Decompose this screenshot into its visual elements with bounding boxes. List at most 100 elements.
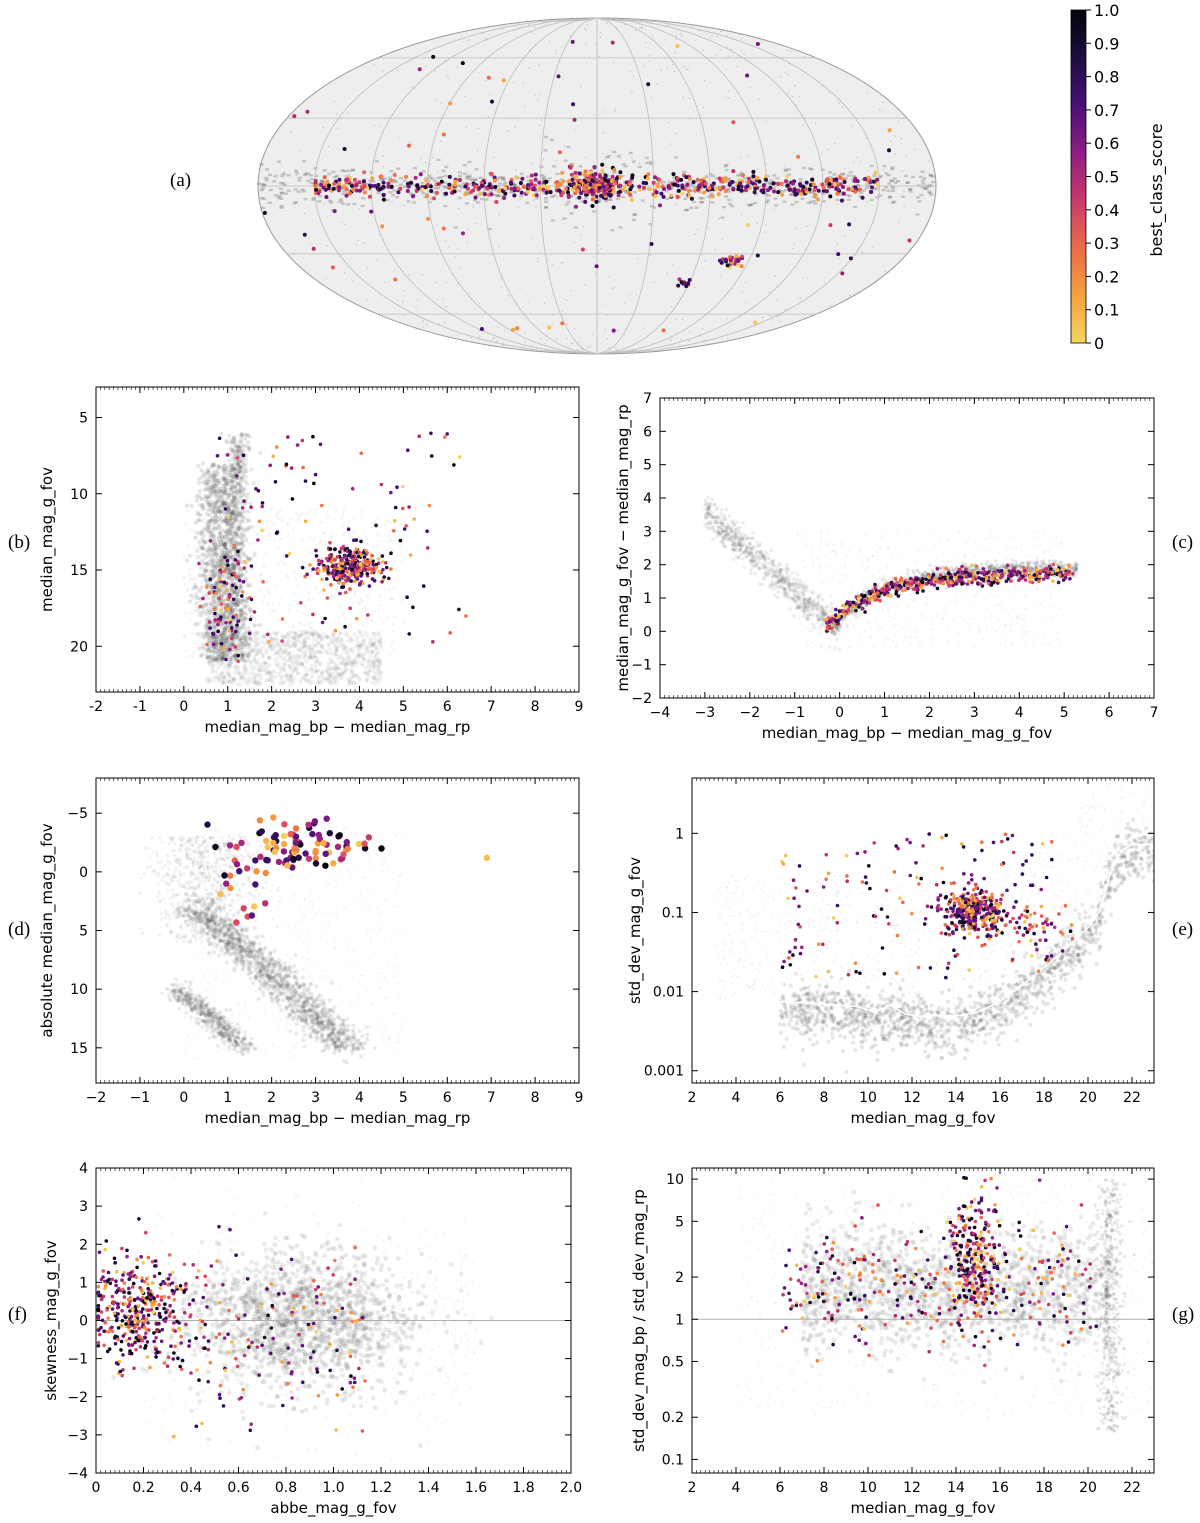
data-point: [952, 1298, 957, 1303]
x-tick-label: 22: [1123, 1090, 1141, 1106]
data-point: [1032, 1302, 1037, 1306]
x-tick-label: -1: [133, 699, 147, 715]
data-point: [236, 619, 240, 623]
sky-point: [686, 281, 691, 286]
data-point: [938, 893, 943, 897]
y-tick-label: 10: [666, 1172, 684, 1188]
sky-point: [589, 188, 594, 193]
data-point: [411, 605, 415, 610]
data-point: [331, 568, 336, 573]
data-point: [114, 1290, 119, 1295]
data-point: [857, 1324, 862, 1328]
sky-point: [568, 165, 573, 170]
sky-point: [599, 178, 604, 183]
data-point: [791, 953, 795, 957]
data-point: [269, 1282, 274, 1286]
data-point: [920, 580, 925, 585]
data-point: [893, 1258, 897, 1263]
sky-point: [409, 180, 413, 185]
sky-point: [801, 184, 806, 189]
data-point: [162, 1294, 167, 1299]
data-point: [885, 915, 890, 919]
data-point: [997, 1261, 1001, 1266]
data-point: [245, 1277, 250, 1281]
data-point: [948, 1220, 953, 1225]
data-point: [895, 933, 900, 938]
data-point: [999, 862, 1004, 867]
sky-point: [772, 189, 777, 194]
data-point: [110, 1277, 115, 1282]
data-point: [984, 1261, 989, 1266]
colorbar-tick-label: 0.6: [1094, 134, 1119, 153]
data-point: [837, 1302, 841, 1307]
data-point: [983, 1292, 988, 1297]
data-point: [142, 1320, 147, 1324]
sky-point: [336, 188, 341, 193]
data-point: [360, 1429, 365, 1433]
data-point: [1038, 1306, 1042, 1311]
data-point: [313, 1287, 318, 1292]
x-tick-label: 12: [903, 1090, 921, 1106]
data-point: [297, 1332, 302, 1337]
x-tick-label: 16: [991, 1090, 1009, 1106]
sky-point: [612, 167, 617, 172]
data-point: [973, 904, 978, 909]
x-tick-label: 6: [443, 699, 452, 715]
sky-point: [337, 185, 342, 190]
data-point: [863, 610, 867, 614]
data-point: [1030, 576, 1035, 580]
sky-point: [738, 181, 743, 186]
data-point: [944, 932, 948, 936]
data-point: [103, 1284, 108, 1288]
data-point: [814, 1250, 818, 1255]
data-point: [895, 1273, 899, 1278]
data-point: [407, 632, 412, 636]
data-point: [243, 865, 251, 872]
data-point: [989, 899, 993, 903]
data-point: [914, 577, 919, 582]
data-point: [1049, 1270, 1053, 1275]
sky-point: [327, 183, 332, 188]
data-point: [167, 1314, 172, 1318]
sky-point: [779, 181, 784, 186]
sky-point: [570, 39, 575, 44]
data-point: [200, 1319, 205, 1324]
data-point: [340, 1306, 345, 1311]
sky-point: [675, 195, 680, 199]
sky-point: [418, 172, 423, 177]
sky-point: [604, 178, 609, 183]
x-tick-label: 1: [880, 705, 889, 721]
data-point: [340, 569, 345, 574]
data-point: [353, 1277, 357, 1282]
data-point: [315, 571, 320, 576]
data-point: [937, 1306, 942, 1310]
data-point: [1058, 930, 1063, 934]
data-point: [953, 923, 957, 927]
data-point: [965, 1251, 970, 1255]
data-point: [152, 1339, 156, 1344]
data-point: [946, 909, 950, 914]
sky-point: [588, 182, 593, 187]
data-point: [892, 870, 897, 874]
data-point: [991, 913, 995, 918]
data-point: [794, 1303, 799, 1308]
data-point: [358, 581, 362, 586]
y-axis-label: std_dev_mag_bp / std_dev_mag_rp: [630, 1189, 649, 1452]
data-point: [1037, 1321, 1042, 1325]
sky-point: [687, 176, 692, 181]
data-point: [236, 659, 240, 664]
data-point: [862, 1327, 866, 1331]
data-point: [234, 613, 238, 617]
sky-point: [745, 223, 750, 227]
sky-point: [811, 182, 816, 187]
sky-point: [725, 263, 730, 268]
sky-point: [828, 194, 833, 199]
data-point: [896, 594, 901, 598]
data-point: [280, 639, 284, 643]
data-point: [198, 604, 203, 609]
x-tick-label: 1: [223, 699, 232, 715]
data-point: [275, 858, 283, 866]
sky-point: [677, 277, 682, 282]
data-point: [864, 881, 869, 885]
sky-point: [337, 182, 342, 186]
